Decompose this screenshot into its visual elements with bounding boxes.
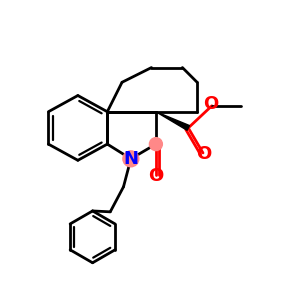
Text: O: O — [148, 167, 164, 185]
Text: O: O — [203, 95, 218, 113]
Circle shape — [149, 138, 162, 151]
Polygon shape — [156, 112, 190, 130]
Circle shape — [123, 151, 139, 167]
Text: N: N — [123, 150, 138, 168]
Text: O: O — [196, 146, 211, 164]
